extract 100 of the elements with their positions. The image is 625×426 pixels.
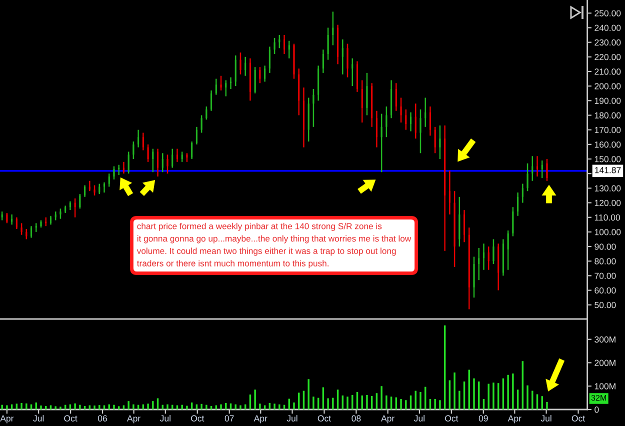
text: 32M (591, 394, 606, 401)
x-tick-label: Apr (127, 415, 140, 424)
y-tick-label: 70.00 (594, 272, 616, 279)
candlestick (308, 97, 310, 142)
candlestick (352, 58, 354, 87)
candlestick (434, 126, 436, 154)
candlestick (186, 152, 188, 163)
candlestick (108, 172, 110, 188)
candlestick (191, 140, 193, 160)
candlestick (181, 151, 183, 163)
candlestick (395, 82, 397, 112)
candlestick (405, 108, 407, 130)
candlestick (215, 78, 217, 96)
candlestick (196, 126, 198, 146)
candlestick (225, 80, 227, 97)
candlestick (478, 247, 480, 281)
x-tick-label: Apr (508, 415, 522, 424)
y-tick-label: 150.00 (594, 156, 621, 162)
candlestick (507, 230, 509, 270)
candlestick (482, 242, 485, 270)
candlestick (26, 228, 28, 240)
candlestick (162, 152, 164, 173)
candlestick (454, 190, 456, 268)
y-tick-label: 90.00 (594, 244, 616, 250)
y-tick-label: 120.00 (594, 200, 621, 206)
annotation: chart price formed a weekly pinbar at the 140 strong S/R zone is it gonna gonna go up...maybe...the only thing that worries me is that low volume. It could mean two things either it was a trap to stop out long traders or there isnt much momentum to this push. (136, 222, 412, 268)
candlestick (210, 90, 212, 112)
y-tick-label: 240.00 (594, 24, 621, 31)
candlestick (532, 155, 534, 182)
y-tick-label: 200M (594, 360, 616, 366)
candlestick (172, 148, 174, 168)
candlestick (439, 124, 441, 160)
x-tick-label: Apr (0, 415, 14, 424)
candlestick (346, 43, 348, 78)
y-tick-label: 80.00 (594, 258, 616, 264)
candlestick (60, 208, 62, 220)
candlestick (458, 196, 460, 248)
candlestick (424, 97, 426, 128)
candlestick (230, 76, 232, 90)
candlestick (288, 40, 290, 59)
y-tick-label: 210.00 (594, 68, 621, 75)
candlestick (54, 210, 56, 221)
candlestick (244, 56, 246, 76)
candlestick (20, 222, 22, 236)
candlestick (94, 184, 96, 196)
y-tick-label: 100M (594, 383, 616, 390)
candlestick (234, 54, 236, 87)
candlestick (40, 220, 42, 228)
x-tick-label: Oct (190, 415, 204, 422)
candlestick (274, 37, 276, 55)
candlestick (526, 162, 528, 192)
candlestick (464, 209, 466, 243)
candlestick (517, 192, 519, 217)
candlestick (113, 166, 115, 180)
y-tick-label: 170.00 (594, 126, 621, 134)
candlestick (332, 11, 334, 46)
y-tick-label: 200.00 (594, 83, 621, 90)
x-tick-label: 09 (478, 415, 488, 422)
candlestick (200, 114, 202, 134)
candlestick (259, 66, 261, 84)
candlestick (240, 52, 242, 76)
y-tick-label: 100.00 (594, 228, 621, 236)
candlestick (420, 108, 422, 154)
y-tick-label: 230.00 (594, 39, 621, 46)
candlestick (1, 210, 3, 221)
x-tick-label: Jul (414, 415, 424, 422)
x-tick-label: Oct (445, 415, 458, 422)
candlestick (6, 212, 8, 224)
candlestick (264, 65, 266, 82)
x-tick-label: Oct (64, 415, 78, 422)
x-tick-label: Jul (33, 415, 44, 422)
x-tick-label: Oct (318, 415, 331, 422)
candlestick (206, 106, 208, 120)
y-tick-label: 130.00 (594, 185, 621, 192)
candlestick (128, 151, 130, 174)
candlestick (512, 206, 514, 237)
candlestick (35, 222, 37, 233)
x-tick-label: Apr (254, 415, 268, 424)
candlestick (361, 80, 363, 124)
candlestick (88, 180, 90, 192)
candlestick (283, 34, 286, 55)
candlestick (278, 34, 280, 49)
y-tick-label: 160.00 (594, 141, 621, 148)
candlestick (176, 148, 178, 163)
candlestick (414, 102, 416, 140)
candlestick (138, 129, 140, 148)
candlestick (268, 46, 270, 74)
candlestick (156, 148, 159, 178)
candlestick (546, 158, 548, 182)
y-tick-label: 110.00 (594, 214, 620, 221)
y-tick-label: 180.00 (594, 112, 621, 118)
candlestick (492, 238, 494, 265)
x-tick-label: Jul (160, 415, 170, 422)
candlestick (429, 106, 432, 136)
candlestick (84, 184, 86, 198)
x-tick-label: 06 (98, 415, 107, 422)
candlestick (386, 106, 388, 138)
candlestick (79, 193, 81, 210)
y-tick-label: 50.00 (594, 302, 616, 308)
candlestick (488, 246, 490, 270)
